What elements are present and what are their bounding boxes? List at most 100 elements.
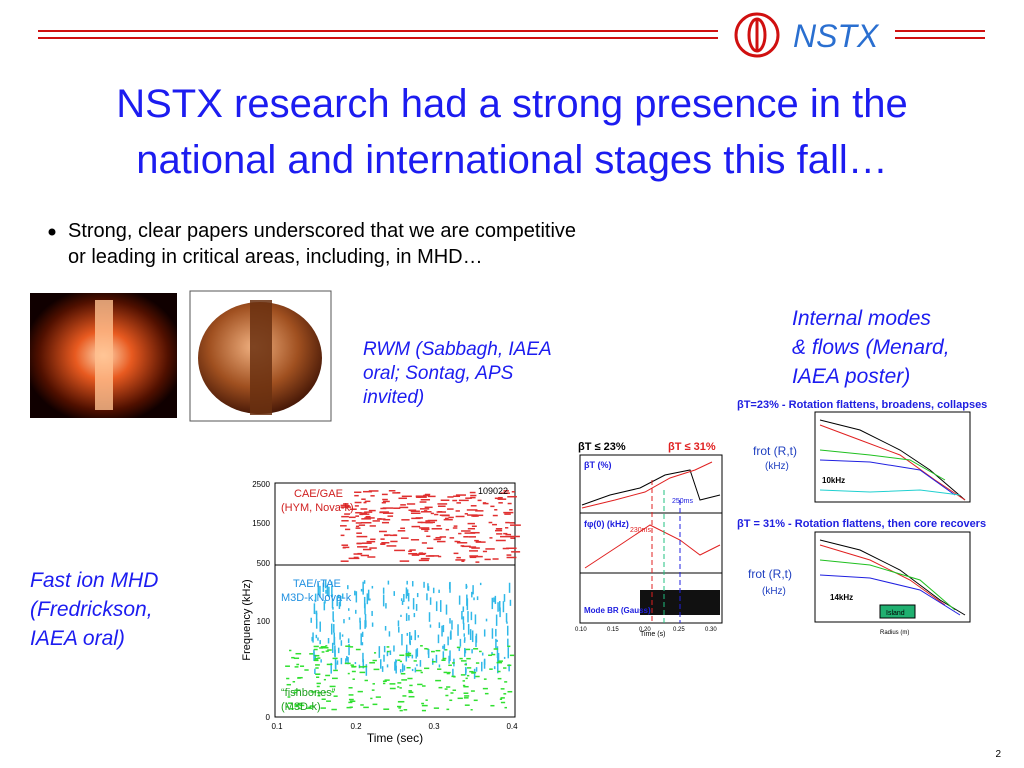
texture xyxy=(345,658,347,665)
texture xyxy=(316,682,321,685)
texture xyxy=(433,538,441,541)
texture xyxy=(395,660,398,663)
texture xyxy=(405,653,408,662)
texture xyxy=(505,533,512,536)
texture xyxy=(304,669,309,671)
texture xyxy=(382,512,394,514)
texture xyxy=(458,532,462,535)
texture xyxy=(485,548,495,550)
texture xyxy=(370,538,376,541)
texture xyxy=(285,706,289,708)
texture xyxy=(449,631,452,640)
texture xyxy=(355,591,358,603)
page-number: 2 xyxy=(995,749,1001,760)
texture xyxy=(359,621,362,630)
label: Time (s) xyxy=(640,631,665,638)
texture xyxy=(403,593,405,602)
texture xyxy=(321,698,326,701)
texture xyxy=(406,632,409,636)
texture xyxy=(442,651,445,662)
texture xyxy=(328,586,330,598)
texture xyxy=(381,501,386,504)
texture xyxy=(437,668,442,670)
texture xyxy=(356,535,368,538)
texture xyxy=(314,593,317,602)
texture xyxy=(497,498,507,500)
texture xyxy=(341,544,349,546)
texture xyxy=(326,700,331,702)
texture xyxy=(343,619,345,624)
texture xyxy=(397,705,402,708)
texture xyxy=(473,668,476,679)
texture xyxy=(315,634,318,639)
texture xyxy=(503,532,508,535)
texture xyxy=(477,499,482,502)
caption-line: Internal modes xyxy=(792,307,931,330)
texture xyxy=(461,530,471,532)
texture xyxy=(335,662,337,670)
texture xyxy=(470,494,477,497)
texture xyxy=(397,686,400,688)
texture xyxy=(455,494,466,496)
texture xyxy=(507,664,512,667)
texture xyxy=(452,668,454,677)
texture xyxy=(408,691,414,694)
texture xyxy=(420,521,427,524)
tick: 0.1 xyxy=(271,722,283,731)
texture xyxy=(446,672,450,675)
texture xyxy=(400,527,405,530)
texture xyxy=(403,665,406,671)
texture xyxy=(340,504,349,507)
texture xyxy=(492,523,497,526)
texture xyxy=(473,597,475,601)
texture xyxy=(510,535,520,538)
texture xyxy=(313,651,315,661)
texture xyxy=(420,499,431,501)
texture xyxy=(315,673,321,675)
texture xyxy=(396,491,401,494)
texture xyxy=(506,625,509,636)
texture xyxy=(323,678,326,681)
texture xyxy=(458,646,461,652)
texture xyxy=(388,490,396,492)
texture xyxy=(465,677,468,680)
texture xyxy=(322,647,329,649)
texture xyxy=(326,663,333,666)
texture xyxy=(510,537,515,539)
texture xyxy=(416,664,418,667)
texture xyxy=(470,496,476,499)
texture xyxy=(362,588,364,595)
texture xyxy=(333,624,335,633)
texture xyxy=(447,508,454,510)
texture xyxy=(331,642,334,653)
bullet: Strong, clear papers underscored that we… xyxy=(68,218,576,270)
texture xyxy=(471,630,474,643)
bullet-line: or leading in critical areas, including,… xyxy=(68,246,483,268)
texture xyxy=(467,527,476,530)
texture xyxy=(343,503,349,505)
texture xyxy=(315,664,320,666)
texture xyxy=(484,692,489,695)
label: βT=23% - Rotation flattens, broadens, co… xyxy=(737,399,987,411)
texture xyxy=(448,664,452,667)
plasma-column xyxy=(95,300,113,410)
texture xyxy=(372,659,377,662)
texture xyxy=(456,542,468,544)
texture xyxy=(411,554,420,556)
texture xyxy=(405,653,410,655)
texture xyxy=(399,687,402,689)
texture xyxy=(414,632,417,636)
texture xyxy=(499,607,501,618)
texture xyxy=(382,500,390,503)
texture xyxy=(497,652,500,663)
texture xyxy=(504,513,511,515)
texture xyxy=(333,669,338,672)
texture xyxy=(493,597,495,603)
texture xyxy=(332,607,334,610)
texture xyxy=(406,589,409,597)
texture xyxy=(417,635,420,638)
texture xyxy=(403,709,408,711)
title-line: national and international stages this f… xyxy=(136,138,888,182)
texture xyxy=(406,666,411,669)
texture xyxy=(462,616,465,624)
